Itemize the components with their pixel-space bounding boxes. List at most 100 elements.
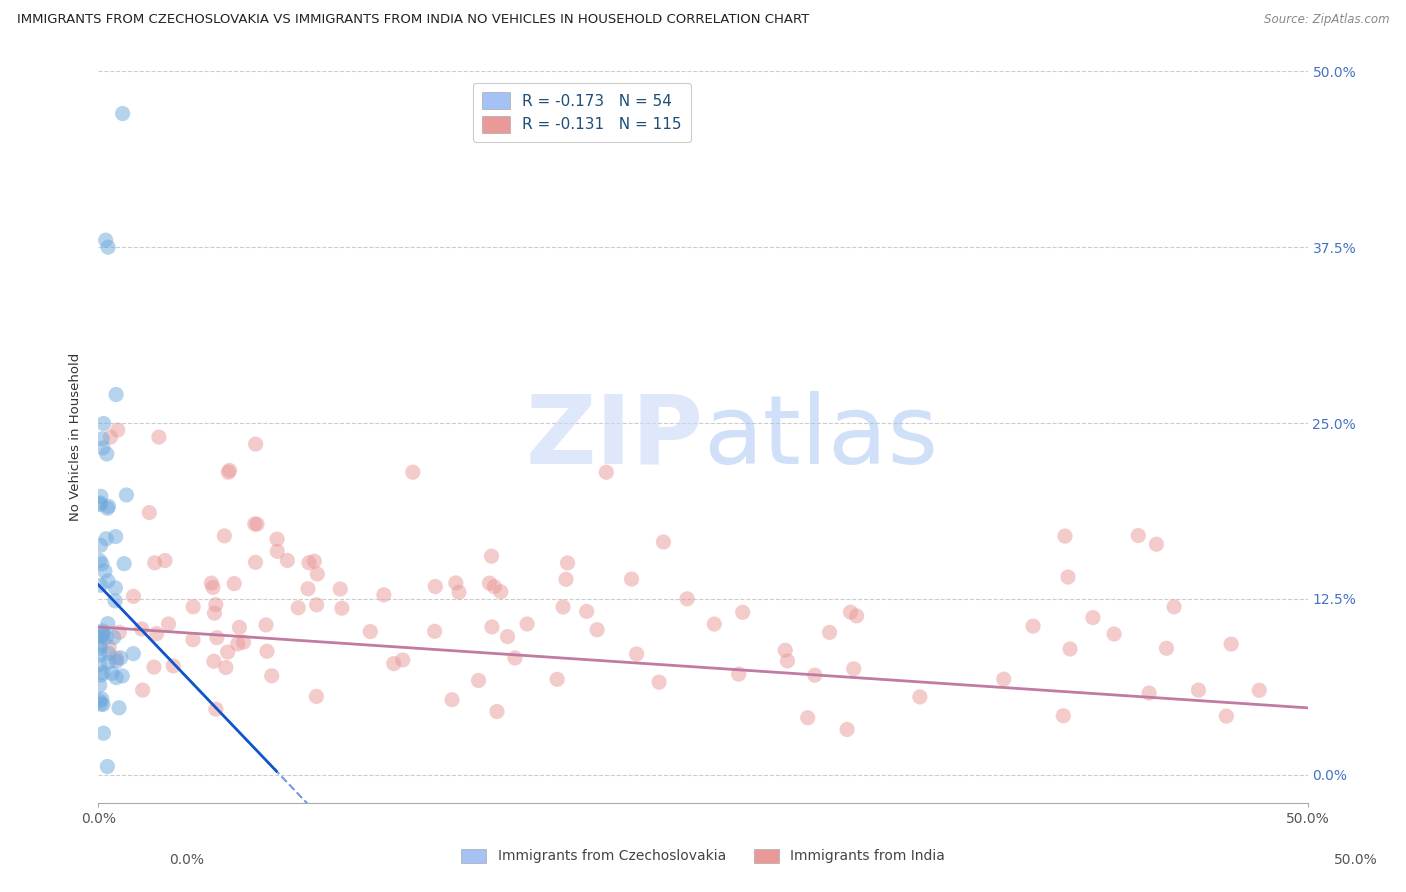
Point [111,106,134,120]
Point [305,598,328,612]
Text: atlas: atlas [703,391,938,483]
Point [162,659,184,673]
Point [245,555,267,569]
Text: 50.0%: 50.0% [1334,853,1378,867]
Point [89,641,111,656]
Point [1059,642,1081,657]
Point [181,632,204,647]
Text: ZIP: ZIP [524,391,703,483]
Point [96,532,118,546]
Point [104,594,127,608]
Point [97,574,120,588]
Point [91,624,114,638]
Point [546,673,568,687]
Point [115,488,138,502]
Point [484,580,506,594]
Point [423,624,446,639]
Point [845,608,868,623]
Point [89,678,111,692]
Point [94,564,117,578]
Point [908,690,931,704]
Point [485,705,508,719]
Point [89,630,111,644]
Point [1053,529,1076,543]
Point [218,463,240,477]
Point [1215,709,1237,723]
Point [108,625,131,640]
Point [266,532,288,546]
Point [131,683,153,698]
Point [90,557,112,571]
Point [298,556,321,570]
Point [496,630,519,644]
Point [676,591,699,606]
Point [91,628,114,642]
Point [1144,537,1167,551]
Point [96,447,118,461]
Point [731,605,754,619]
Point [97,646,120,660]
Point [648,675,671,690]
Point [90,692,112,706]
Point [842,662,865,676]
Point [145,626,167,640]
Point [143,556,166,570]
Point [103,631,125,645]
Point [818,625,841,640]
Point [89,553,111,567]
Point [276,553,298,567]
Point [201,581,224,595]
Text: 0.0%: 0.0% [169,853,204,867]
Point [97,500,120,514]
Point [481,620,503,634]
Point [447,585,470,599]
Legend: Immigrants from Czechoslovakia, Immigrants from India: Immigrants from Czechoslovakia, Immigran… [456,843,950,869]
Point [90,697,112,711]
Point [1022,619,1045,633]
Point [215,660,238,674]
Point [551,599,574,614]
Point [305,690,328,704]
Point [652,535,675,549]
Point [89,657,111,672]
Point [205,702,228,716]
Point [835,723,858,737]
Point [1052,708,1074,723]
Point [105,654,128,668]
Point [90,538,112,552]
Point [1249,683,1271,698]
Point [402,465,425,479]
Point [503,651,526,665]
Point [243,516,266,531]
Point [254,618,277,632]
Point [93,417,115,431]
Point [89,694,111,708]
Point [703,617,725,632]
Point [91,627,114,641]
Point [96,759,118,773]
Point [586,623,609,637]
Point [104,581,127,595]
Point [89,498,111,512]
Text: IMMIGRANTS FROM CZECHOSLOVAKIA VS IMMIGRANTS FROM INDIA NO VEHICLES IN HOUSEHOLD: IMMIGRANTS FROM CZECHOSLOVAKIA VS IMMIGR… [17,13,808,27]
Point [112,557,135,571]
Point [96,630,118,644]
Point [1156,641,1178,656]
Point [94,233,117,247]
Point [467,673,489,688]
Point [90,578,112,592]
Point [153,553,176,567]
Point [226,637,249,651]
Point [481,549,503,564]
Point [555,572,578,586]
Point [131,622,153,636]
Point [287,600,309,615]
Point [773,643,796,657]
Point [181,599,204,614]
Point [1187,683,1209,698]
Point [232,635,254,649]
Point [138,506,160,520]
Point [91,698,114,712]
Point [224,576,246,591]
Point [489,584,512,599]
